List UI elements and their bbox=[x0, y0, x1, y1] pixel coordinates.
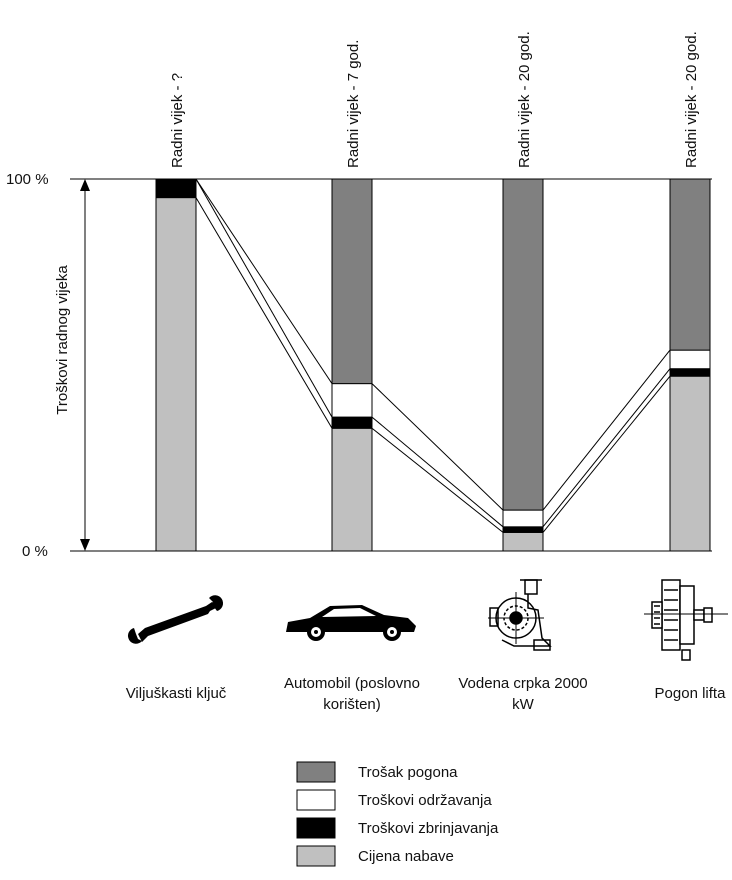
connector-line bbox=[371, 383, 504, 511]
car-icon bbox=[286, 605, 416, 641]
lift-drive-icon bbox=[644, 579, 728, 661]
lifetime-label: Radni vijek - 7 god. bbox=[345, 40, 362, 168]
lifetime-label: Radni vijek - 20 god. bbox=[516, 31, 533, 168]
bar-segment bbox=[669, 375, 711, 552]
bar-segment bbox=[669, 349, 711, 370]
bar-segment bbox=[331, 416, 373, 429]
bar-segment bbox=[502, 531, 544, 552]
bar-segment bbox=[155, 197, 197, 552]
connector-line bbox=[195, 178, 333, 418]
lifetime-label: Radni vijek - 20 god. bbox=[683, 31, 700, 168]
y-tick-0: 0 % bbox=[22, 543, 48, 560]
connectors bbox=[195, 178, 671, 533]
category-label: Vodena crpka 2000 kW bbox=[458, 675, 587, 713]
bar-segment bbox=[502, 178, 544, 511]
legend-label: Troškovi održavanja bbox=[358, 792, 492, 809]
y-tick-100: 100 % bbox=[6, 171, 49, 188]
top-labels: Radni vijek - ? Radni vijek - 7 god. Radni… bbox=[169, 31, 700, 168]
lifetime-label: Radni vijek - ? bbox=[169, 73, 186, 168]
bar-segment bbox=[669, 368, 711, 377]
legend-swatch bbox=[296, 845, 336, 867]
bars bbox=[155, 178, 711, 552]
connector-line bbox=[542, 349, 671, 511]
legend-swatch bbox=[296, 761, 336, 783]
range-arrow bbox=[80, 179, 90, 551]
connector-line bbox=[371, 427, 504, 533]
bar-segment bbox=[502, 526, 544, 533]
bar-segment bbox=[155, 178, 197, 199]
wrench-icon bbox=[127, 595, 224, 644]
legend-label: Trošak pogona bbox=[358, 764, 458, 781]
category-label: Pogon lifta bbox=[655, 685, 727, 702]
legend-label: Cijena nabave bbox=[358, 848, 454, 865]
y-axis-label: Troškovi radnog vijeka bbox=[54, 265, 71, 415]
category-label: Automobil (poslovno korišten) bbox=[284, 675, 420, 713]
water-pump-icon bbox=[488, 579, 552, 651]
connector-line bbox=[195, 178, 333, 384]
bar-segment bbox=[331, 178, 373, 385]
bar-segment bbox=[669, 178, 711, 351]
legend: Trošak pogona Troškovi održavanja Troškovi… bbox=[296, 761, 499, 867]
legend-swatch bbox=[296, 789, 336, 811]
connector-line bbox=[542, 375, 671, 533]
category-labels: Viljuškasti ključ Automobil (poslovno kori… bbox=[126, 675, 726, 713]
connector-line bbox=[371, 416, 504, 528]
bar-segment bbox=[502, 509, 544, 528]
bar-segment bbox=[331, 383, 373, 418]
legend-swatch bbox=[296, 817, 336, 839]
category-label: Viljuškasti ključ bbox=[126, 685, 227, 702]
bar-segment bbox=[331, 427, 373, 552]
connector-line bbox=[195, 197, 333, 429]
connector-line bbox=[542, 368, 671, 528]
legend-label: Troškovi zbrinjavanja bbox=[358, 820, 499, 837]
